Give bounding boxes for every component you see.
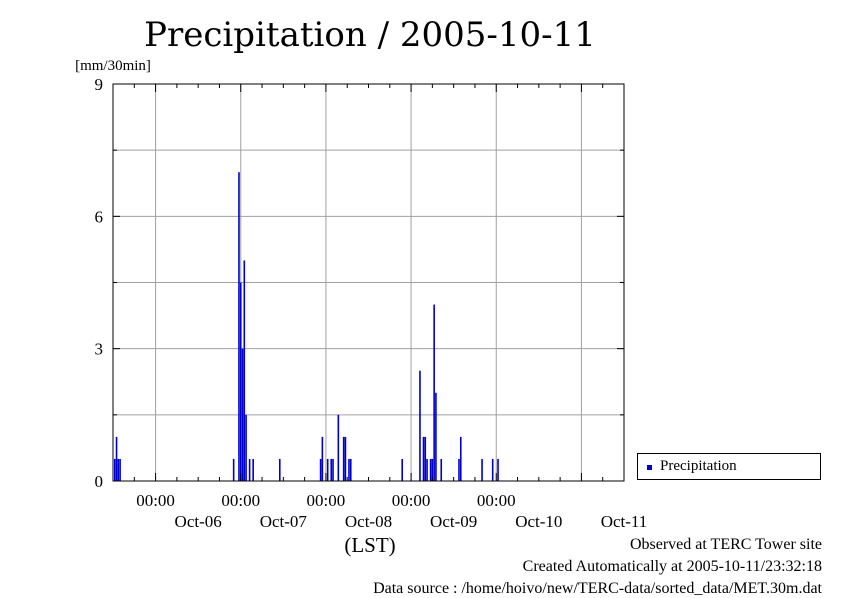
precipitation-bar	[344, 436, 347, 481]
precipitation-bar	[440, 458, 443, 481]
precipitation-bar	[422, 436, 425, 481]
chart-legend: Precipitation	[637, 453, 821, 480]
precipitation-bar	[424, 436, 427, 481]
precipitation-bar	[348, 458, 350, 481]
precipitation-bar	[319, 458, 322, 481]
precipitation-bar	[113, 458, 116, 481]
precipitation-bar	[245, 414, 247, 481]
precipitation-bar	[337, 414, 340, 481]
precipitation-bar	[431, 458, 434, 481]
precipitation-bar	[435, 392, 437, 481]
x-date-label: Oct-09	[430, 512, 477, 531]
precipitation-bar	[349, 458, 352, 481]
precipitation-bar	[238, 172, 240, 481]
x-time-label: 00:00	[307, 491, 346, 510]
precipitation-bar	[248, 458, 251, 481]
precipitation-bar	[332, 458, 334, 481]
precipitation-bar	[458, 458, 460, 481]
precipitation-bar	[491, 458, 494, 481]
precipitation-bar	[243, 260, 246, 481]
x-axis-label: (LST)	[344, 533, 395, 557]
precipitation-bar	[117, 458, 120, 481]
x-date-label: Oct-10	[515, 512, 562, 531]
y-tick-label: 3	[95, 340, 104, 359]
y-axis: 0 3 6 9	[95, 75, 624, 491]
x-date-label: Oct-08	[345, 512, 392, 531]
x-time-label: 00:00	[477, 491, 516, 510]
x-date-label: Oct-11	[601, 512, 648, 531]
x-time-label: 00:00	[392, 491, 431, 510]
chart-title: Precipitation / 2005-10-11	[144, 15, 596, 55]
precipitation-bar	[342, 436, 345, 481]
bar-series	[113, 172, 499, 481]
precipitation-bar	[459, 436, 462, 481]
legend-label: Precipitation	[660, 458, 737, 474]
x-date-label: Oct-06	[175, 512, 222, 531]
precipitation-bar	[115, 436, 118, 481]
footer-source: Data source : /home/hoivo/new/TERC-data/…	[373, 580, 822, 597]
precipitation-bar	[330, 458, 333, 481]
precipitation-bar	[241, 348, 244, 481]
precipitation-bar	[321, 436, 324, 481]
precipitation-bar	[497, 458, 499, 481]
precipitation-bar	[278, 458, 281, 481]
precipitation-bar	[239, 282, 242, 481]
footer-observed: Observed at TERC Tower site	[629, 536, 822, 553]
y-tick-label: 9	[95, 75, 104, 94]
x-date-label: Oct-07	[260, 512, 308, 531]
precipitation-bar	[433, 304, 435, 481]
precipitation-bar	[429, 458, 432, 481]
precipitation-bar	[252, 458, 254, 481]
precipitation-bar	[232, 458, 235, 481]
y-tick-label: 0	[95, 472, 104, 491]
x-time-label: 00:00	[136, 491, 175, 510]
precipitation-bar	[119, 458, 121, 481]
legend-swatch-icon	[647, 465, 652, 470]
precipitation-bar	[481, 458, 483, 481]
y-tick-label: 6	[95, 207, 104, 226]
precipitation-bar	[419, 370, 421, 481]
precipitation-bar	[426, 458, 428, 481]
precipitation-bar	[326, 458, 329, 481]
footer-created: Created Automatically at 2005-10-11/23:3…	[522, 558, 822, 575]
x-time-label: 00:00	[221, 491, 260, 510]
precipitation-bar	[401, 458, 404, 481]
grid-lines	[113, 84, 624, 481]
y-axis-label: [mm/30min]	[75, 58, 151, 74]
